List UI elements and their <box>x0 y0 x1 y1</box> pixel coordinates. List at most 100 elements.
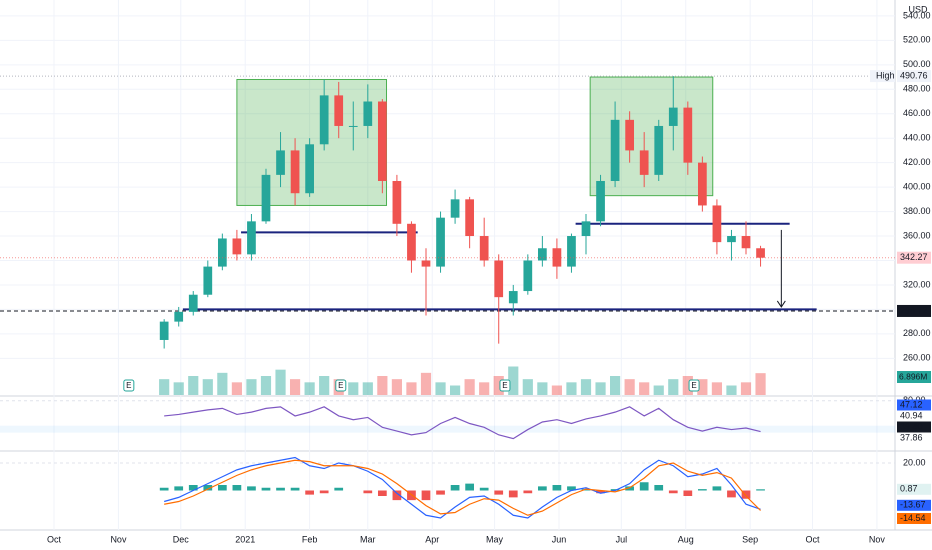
candle-body <box>479 236 489 261</box>
rsi-tag-label: 39.40 <box>900 421 923 431</box>
macd-hist <box>247 486 256 491</box>
x-tick-label: Jun <box>552 534 567 544</box>
volume-bar <box>551 385 562 395</box>
volume-bar <box>653 385 664 395</box>
volume-bar <box>246 379 257 395</box>
volume-bar <box>610 376 621 395</box>
x-tick-label: Sep <box>742 534 758 544</box>
x-tick-label: Feb <box>302 534 318 544</box>
rsi-tag-label: 37.86 <box>900 432 923 442</box>
macd-tag <box>897 512 931 524</box>
x-tick-label: Aug <box>678 534 694 544</box>
rsi-tag-label: 40.94 <box>900 410 923 420</box>
volume-bar <box>479 382 490 395</box>
volume-bar <box>566 382 577 395</box>
volume-bar <box>260 376 272 395</box>
y-tick-label: 460.00 <box>903 108 931 118</box>
volume-bar <box>435 382 446 395</box>
candle-body <box>741 236 751 249</box>
macd-hist <box>698 489 707 491</box>
volume-bar <box>217 372 228 395</box>
x-tick-label: Nov <box>869 534 886 544</box>
x-tick-label: Oct <box>47 534 62 544</box>
candle-body <box>523 260 533 292</box>
volume-bar <box>391 379 402 395</box>
rsi-tag <box>897 432 931 444</box>
macd-hist <box>392 490 402 501</box>
macd-hist <box>741 490 751 499</box>
signal-line <box>164 459 761 516</box>
volume-bar <box>668 379 679 395</box>
macd-hist <box>203 485 213 491</box>
candle-body <box>727 236 736 243</box>
volume-bar <box>537 382 548 395</box>
candle-body <box>581 221 591 237</box>
x-tick-label: Oct <box>805 534 820 544</box>
volume-bar <box>682 376 693 395</box>
macd-hist <box>436 490 445 495</box>
macd-line <box>163 456 761 519</box>
macd-tag <box>897 499 931 511</box>
macd-hist <box>188 485 198 491</box>
candle-body <box>407 223 416 261</box>
macd-hist <box>377 490 387 496</box>
macd-hist <box>305 490 314 495</box>
macd-hist <box>712 486 722 491</box>
macd-hist <box>727 490 736 498</box>
volume-bar <box>449 385 461 395</box>
price-tag-label: 298.72 <box>900 305 928 315</box>
x-tick-label: Mar <box>360 534 376 544</box>
x-tick-label: Dec <box>173 534 190 544</box>
macd-hist <box>276 487 285 491</box>
candle-body <box>552 248 562 267</box>
x-tick-label: Jul <box>616 534 628 544</box>
volume-bar <box>508 366 519 395</box>
candle-body <box>436 217 445 267</box>
earnings-marker <box>499 379 511 392</box>
candle-body <box>188 294 198 312</box>
macd-hist <box>596 490 605 494</box>
volume-bar <box>726 385 737 395</box>
volume-tag-label: 6.896M <box>899 371 927 381</box>
price-tag <box>897 70 931 83</box>
macd-hist <box>479 487 489 491</box>
volume-bar <box>319 376 330 395</box>
macd-hist <box>625 486 635 491</box>
volume-bar <box>231 382 242 395</box>
macd-hist <box>610 489 620 491</box>
y-tick-label: 380.00 <box>903 206 931 216</box>
earnings-text: E <box>338 381 343 390</box>
candle-body <box>596 180 605 222</box>
candle-body <box>494 260 504 298</box>
macd-hist <box>290 487 300 491</box>
candle-body <box>276 150 285 175</box>
volume-bar <box>275 369 286 395</box>
y-tick-label: 320.00 <box>903 279 931 289</box>
macd-tag-label: -13.67 <box>900 500 926 510</box>
high-text: High <box>876 70 895 80</box>
macd-hist <box>552 485 562 491</box>
volume-tag <box>897 371 931 383</box>
price-tag <box>897 251 931 264</box>
macd-hist <box>334 487 344 491</box>
high-tag <box>870 70 895 83</box>
candle-body <box>159 321 169 340</box>
candle-body <box>508 291 518 304</box>
x-tick-label: May <box>486 534 504 544</box>
macd-hist <box>494 490 504 495</box>
macd-hist <box>654 485 664 491</box>
candle-body <box>290 150 300 194</box>
macd-hist <box>508 490 518 498</box>
candle-body <box>363 101 373 126</box>
earnings-text: E <box>126 381 131 390</box>
y-tick-label: 260.00 <box>903 353 931 363</box>
candle-body <box>377 101 387 181</box>
volume-bar <box>304 382 315 395</box>
candle-body <box>217 238 227 267</box>
volume-bar <box>348 382 359 395</box>
candle-body <box>567 236 576 267</box>
candle-body <box>654 125 664 175</box>
macd-hist <box>363 490 373 494</box>
